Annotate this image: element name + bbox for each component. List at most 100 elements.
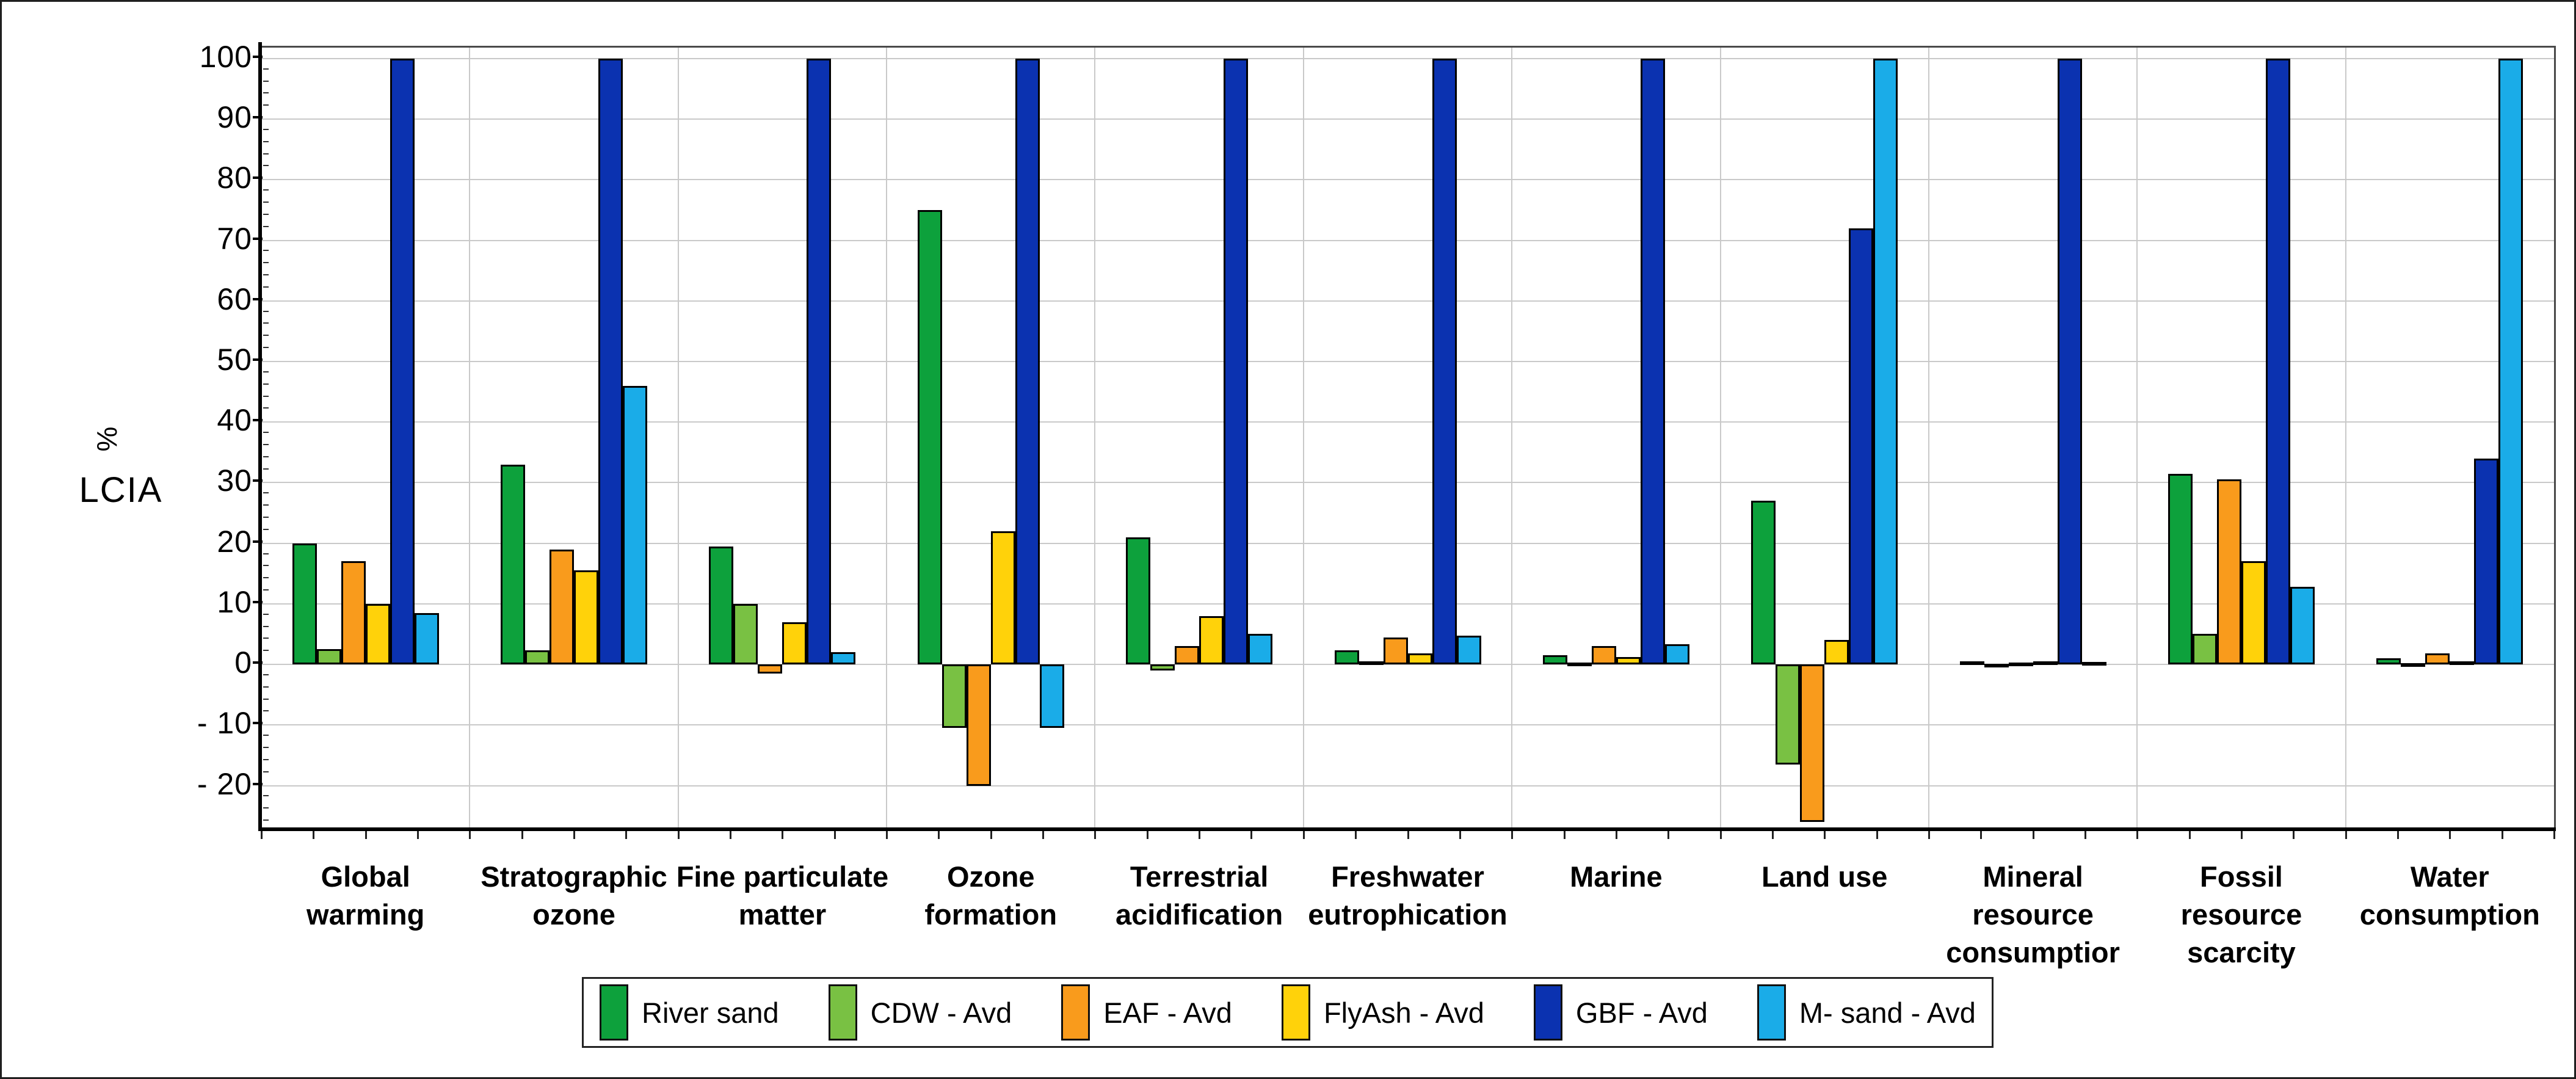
y-minor-tick xyxy=(263,274,269,276)
y-major-tick xyxy=(253,540,263,543)
x-tick xyxy=(2553,831,2555,839)
v-gridline xyxy=(677,48,679,829)
y-major-tick xyxy=(253,782,263,785)
x-category-label-global-warming: Global warming xyxy=(231,858,500,934)
x-tick xyxy=(1928,831,1930,839)
bar-river-sand-global-warming xyxy=(292,543,317,665)
bar-cdw-avd-water-consumption xyxy=(2401,663,2426,667)
legend-swatch-river-sand xyxy=(600,984,628,1041)
y-minor-tick xyxy=(263,528,269,530)
h-gridline xyxy=(261,118,2554,120)
label-line: Stratographic xyxy=(481,860,667,893)
x-tick xyxy=(730,831,732,839)
x-tick xyxy=(677,831,680,839)
x-tick xyxy=(625,831,628,839)
y-minor-tick xyxy=(263,504,269,506)
y-minor-tick xyxy=(263,638,269,639)
y-minor-tick xyxy=(263,747,269,749)
label-line: Global xyxy=(321,860,410,893)
x-tick xyxy=(833,831,836,839)
y-major-tick xyxy=(253,55,263,58)
bar-gbf-avd-fossil-resource-scarcity xyxy=(2265,58,2290,665)
bar-cdw-avd-fossil-resource-scarcity xyxy=(2192,634,2217,665)
x-tick xyxy=(1667,831,1670,839)
bar-m-sand-avd-stratographic-ozone xyxy=(623,385,648,665)
y-minor-tick xyxy=(263,771,269,772)
y-minor-tick xyxy=(263,758,269,760)
x-tick xyxy=(1407,831,1409,839)
y-minor-tick xyxy=(263,395,269,397)
bar-flyash-avd-fossil-resource-scarcity xyxy=(2241,561,2266,665)
legend-item-gbf-avd: GBF - Avd xyxy=(1533,984,1708,1041)
y-major-tick xyxy=(253,661,263,664)
bar-m-sand-avd-mineral-resource-consumptior xyxy=(2081,662,2106,666)
v-gridline xyxy=(1928,48,1929,829)
h-gridline xyxy=(261,421,2554,423)
bar-gbf-avd-water-consumption xyxy=(2474,458,2499,665)
legend-item-river-sand: River sand xyxy=(600,984,779,1041)
v-gridline xyxy=(1719,48,1721,829)
h-gridline xyxy=(261,785,2554,787)
bar-gbf-avd-global-warming xyxy=(390,58,415,665)
bar-flyash-avd-ozone-formation xyxy=(990,531,1015,665)
bar-river-sand-ozone-formation xyxy=(917,209,942,665)
x-category-label-water-consumption: Water consumption xyxy=(2315,858,2574,934)
label-line: Fossil xyxy=(2200,860,2283,893)
h-gridline xyxy=(261,542,2554,544)
x-tick xyxy=(2032,831,2034,839)
legend-label: GBF - Avd xyxy=(1575,996,1708,1029)
y-minor-tick xyxy=(263,674,269,675)
y-minor-tick xyxy=(263,189,269,191)
bar-flyash-avd-stratographic-ozone xyxy=(574,570,599,665)
x-category-label-mineral-resource-consumptior: Mineral resource consumptior xyxy=(1898,858,2168,972)
bar-river-sand-mineral-resource-consumptior xyxy=(1959,661,1984,666)
y-axis-line xyxy=(258,42,262,831)
label-line: warming xyxy=(307,898,425,931)
label-line: matter xyxy=(738,898,827,931)
legend-label: EAF - Avd xyxy=(1103,996,1232,1029)
plot-area xyxy=(261,46,2556,829)
x-tick xyxy=(2396,831,2399,839)
h-gridline xyxy=(261,603,2554,605)
bar-gbf-avd-fine-particulate-matter xyxy=(807,58,832,665)
y-minor-tick xyxy=(263,407,269,409)
x-category-label-freshwater-eutrophication: Freshwater eutrophication xyxy=(1273,858,1542,934)
v-gridline xyxy=(1511,48,1513,829)
legend-item-eaf-avd: EAF - Avd xyxy=(1061,984,1232,1041)
label-line: Land use xyxy=(1761,860,1888,893)
bar-eaf-avd-fine-particulate-matter xyxy=(758,664,783,674)
x-tick xyxy=(2084,831,2086,839)
x-tick xyxy=(417,831,419,839)
x-tick xyxy=(938,831,940,839)
x-tick xyxy=(886,831,888,839)
label-line: Freshwater xyxy=(1331,860,1484,893)
y-minor-tick xyxy=(263,153,269,154)
y-axis-percent-symbol: % xyxy=(91,426,123,452)
v-gridline xyxy=(1302,48,1304,829)
h-gridline xyxy=(261,664,2554,666)
bar-river-sand-land-use xyxy=(1751,501,1776,665)
h-gridline xyxy=(261,724,2554,726)
bar-m-sand-avd-water-consumption xyxy=(2498,58,2523,665)
y-minor-tick xyxy=(263,443,269,445)
label-line: resource xyxy=(1972,898,2094,931)
bar-eaf-avd-stratographic-ozone xyxy=(550,549,575,665)
x-tick xyxy=(1824,831,1826,839)
bar-cdw-avd-freshwater-eutrophication xyxy=(1359,661,1384,666)
y-major-tick xyxy=(253,479,263,482)
bar-flyash-avd-water-consumption xyxy=(2450,661,2475,666)
y-minor-tick xyxy=(263,310,269,312)
x-category-label-fossil-resource-scarcity: Fossil resource scarcity xyxy=(2106,858,2376,972)
y-tick-label: 50 xyxy=(217,342,252,377)
y-minor-tick xyxy=(263,140,269,142)
x-tick xyxy=(1563,831,1566,839)
y-minor-tick xyxy=(263,553,269,554)
y-major-tick xyxy=(253,116,263,119)
bar-cdw-avd-global-warming xyxy=(316,649,341,665)
bar-cdw-avd-ozone-formation xyxy=(942,664,967,728)
bar-river-sand-stratographic-ozone xyxy=(501,464,526,665)
x-tick xyxy=(2449,831,2451,839)
v-gridline xyxy=(2345,48,2346,829)
x-category-label-fine-particulate-matter: Fine particulate matter xyxy=(648,858,917,934)
bar-gbf-avd-ozone-formation xyxy=(1015,58,1040,665)
